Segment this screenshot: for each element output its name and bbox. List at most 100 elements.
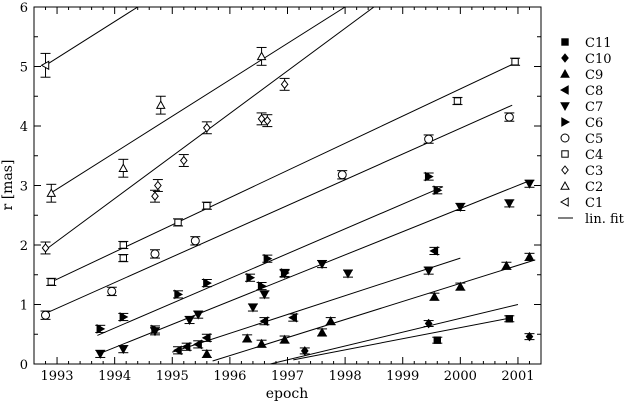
legend-label: C6 [585,116,603,131]
data-point [248,303,258,313]
data-point [242,333,253,343]
data-point [455,281,466,291]
plot-frame [33,6,542,365]
data-point [190,236,200,246]
data-point [203,122,211,133]
data-point [501,260,512,270]
legend-label: C2 [585,180,603,195]
data-point [118,345,129,355]
series-C5 [45,104,513,314]
data-point [179,155,188,166]
data-point [424,134,434,144]
legend-label: C10 [585,52,612,67]
data-point [423,266,434,276]
points-C8 [173,246,440,356]
data-point [256,338,267,348]
data-point [119,241,128,249]
series-C10 [270,304,519,364]
legend-label: C11 [585,36,612,51]
series-C1 [45,7,138,66]
series-C11 [293,317,513,361]
data-point [455,203,466,212]
fit-line [51,7,346,194]
data-point [95,350,106,359]
x-tick-label: 1995 [156,369,189,384]
x-tick-label: 1997 [271,369,304,384]
data-point [429,246,439,256]
points-C10 [299,318,535,356]
data-point [504,199,515,209]
data-point [41,243,50,253]
data-point [174,289,184,300]
data-point [201,332,211,343]
series-C7 [100,180,530,354]
data-point [203,278,212,288]
data-point [107,286,117,296]
data-point [317,260,327,270]
data-point [511,58,519,66]
y-tick-label: 1 [20,299,28,314]
points-C11 [432,315,515,344]
y-tick-label: 5 [20,61,28,76]
y-tick-label: 4 [20,120,28,135]
legend-label: C1 [585,196,603,211]
legend-marker [560,102,570,112]
data-point [524,251,535,261]
y-axis: 0 1 2 3 4 5 6 [20,1,541,373]
fit-line [97,186,444,336]
data-point [246,272,256,283]
data-point [263,253,273,264]
data-point [41,310,51,320]
legend-label: C9 [585,68,603,83]
data-point [257,281,267,291]
series-C9 [212,259,536,362]
series-C6 [97,186,444,336]
x-tick-label: 2001 [501,369,534,384]
x-tick-label: 1998 [329,369,362,384]
legend-marker [561,38,569,46]
points-C1 [40,52,51,78]
data-point [263,115,272,126]
points-C5 [40,112,515,320]
legend-label: lin. fit [585,212,624,227]
points-C6 [95,171,443,335]
data-point [256,51,267,61]
data-point [343,269,353,279]
legend-marker [561,117,571,127]
data-point [337,170,347,180]
data-point [504,112,514,122]
x-tick-label: 1996 [213,369,246,384]
y-tick-label: 3 [20,180,28,195]
data-point [317,327,327,337]
data-point [424,171,434,182]
x-tick-label: 2000 [444,369,477,384]
y-tick-label: 2 [20,239,28,254]
data-point [259,316,269,327]
legend-marker [560,133,570,143]
data-point [505,315,514,323]
data-point [181,341,191,352]
points-C3 [40,77,290,255]
points-C7 [95,179,535,359]
points-C9 [201,251,535,358]
fit-line [51,61,519,283]
data-point [433,336,441,344]
fit-line [100,180,530,354]
data-point [288,312,297,323]
data-point [453,97,462,105]
x-tick-label: 1999 [386,369,419,384]
fit-line [172,257,461,353]
data-point [325,316,336,325]
data-point [201,348,212,358]
y-tick-label: 0 [20,358,28,373]
fit-line [45,7,138,66]
data-point [193,339,202,350]
data-point [119,312,129,322]
fit-line [212,259,536,362]
data-point [151,324,161,335]
x-tick-label: 1993 [40,369,73,384]
fit-line [45,104,513,314]
y-axis-label: r [mas] [0,160,16,211]
